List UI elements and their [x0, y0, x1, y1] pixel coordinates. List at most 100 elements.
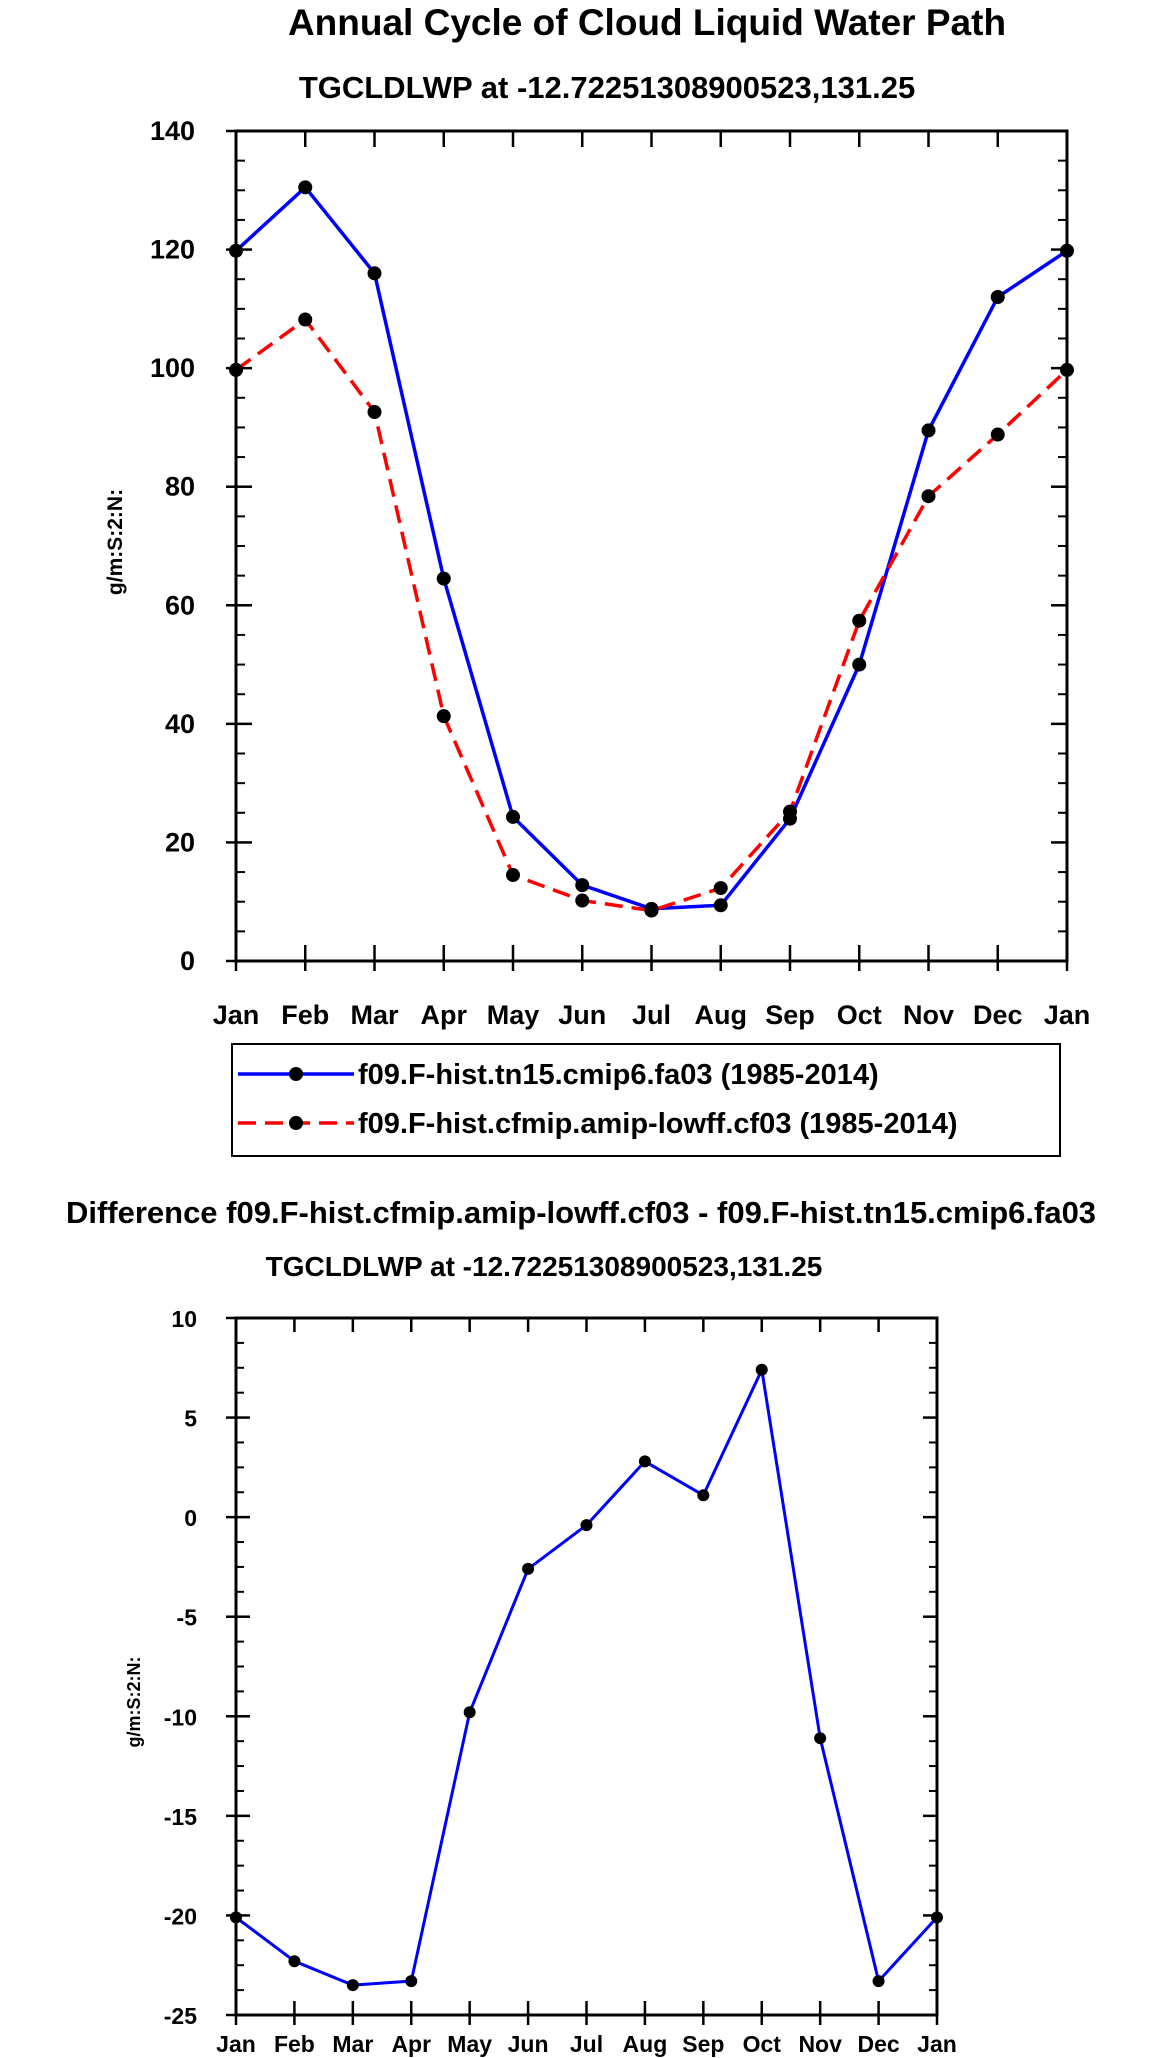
series-line-2	[234, 317, 1069, 913]
series-1-point	[814, 1732, 827, 1745]
series-2-point	[506, 868, 520, 883]
x-tick-label: Apr	[391, 2031, 431, 2057]
x-tick-label: Feb	[274, 2031, 315, 2057]
chart1-axes	[226, 129, 1069, 971]
chart2-series	[230, 1363, 943, 1992]
x-tick-label: Mar	[350, 1000, 399, 1030]
series-1-point	[405, 1975, 418, 1988]
x-tick-label: May	[487, 1000, 540, 1030]
y-tick-label: 100	[150, 353, 195, 383]
series-1-point	[436, 571, 451, 586]
series-2-point	[713, 881, 728, 896]
chart2-title: Difference f09.F-hist.cfmip.amip-lowff.c…	[66, 1195, 1096, 1230]
chart2-x-tick-labels: Jan Feb Mar Apr May Jun Jul Aug Sep Oct Nov Dec Jan	[216, 2031, 957, 2057]
x-tick-label: Apr	[421, 1000, 468, 1030]
x-tick-label: Dec	[857, 2031, 899, 2057]
x-tick-label: Nov	[903, 1000, 954, 1030]
series-2-point	[575, 893, 590, 908]
x-tick-label: Jan	[216, 2031, 256, 2057]
series-2-point	[229, 362, 243, 377]
series-1-point	[713, 898, 728, 913]
series-1-point	[346, 1979, 359, 1992]
x-tick-label: Sep	[765, 1000, 815, 1030]
series-1-point	[931, 1911, 943, 1924]
legend-entry-1: f09.F-hist.tn15.cmip6.fa03 (1985-2014)	[238, 1059, 879, 1091]
chart2-y-tick-labels: -25 -20 -15 -10 -5 0 5 10	[164, 1306, 197, 2029]
series-2-point	[298, 312, 313, 327]
x-tick-label: Jan	[917, 2031, 957, 2057]
series-2-point	[990, 427, 1005, 442]
chart2-y-axis-label: g/m:S:2:N:	[124, 1657, 144, 1748]
chart1-legend: f09.F-hist.tn15.cmip6.fa03 (1985-2014) f…	[231, 1043, 1061, 1157]
y-tick-label: -15	[164, 1804, 197, 1830]
chart-annual-cycle: Annual Cycle of Cloud Liquid Water Path …	[104, 2, 1091, 1157]
x-tick-label: Jan	[1044, 1000, 1091, 1030]
series-2-point	[367, 405, 382, 420]
x-tick-label: Sep	[682, 2031, 724, 2057]
x-tick-label: Jan	[213, 1000, 260, 1030]
series-1-point	[638, 1455, 651, 1468]
chart1-y-tick-labels: 0 20 40 60 80 100 120 140	[150, 116, 195, 976]
series-line-1	[235, 1368, 939, 1987]
series-2-point	[436, 709, 451, 724]
y-tick-label: -20	[164, 1903, 197, 1929]
chart1-title: Annual Cycle of Cloud Liquid Water Path	[288, 2, 1006, 43]
series-1-point	[1060, 243, 1074, 258]
legend-marker-2	[289, 1116, 303, 1130]
x-tick-label: Jul	[570, 2031, 603, 2057]
x-tick-label: Mar	[332, 2031, 373, 2057]
y-tick-label: 40	[165, 709, 195, 739]
x-tick-label: Oct	[743, 2031, 782, 2057]
series-1-point	[697, 1489, 710, 1502]
y-tick-label: 0	[180, 946, 195, 976]
x-tick-label: Dec	[973, 1000, 1023, 1030]
y-tick-label: -10	[164, 1704, 197, 1730]
series-1-point	[755, 1363, 768, 1376]
y-tick-label: 5	[184, 1406, 197, 1432]
y-tick-label: 120	[150, 235, 195, 265]
x-tick-label: Nov	[798, 2031, 842, 2057]
chart2-subtitle: TGCLDLWP at -12.72251308900523,131.25	[266, 1251, 823, 1282]
series-1-point	[990, 290, 1005, 304]
x-tick-label: Jun	[558, 1000, 606, 1030]
series-1-point	[852, 657, 867, 672]
chart1-x-tick-labels: Jan Feb Mar Apr May Jun Jul Aug Sep Oct Nov Dec Jan	[213, 1000, 1091, 1030]
series-2-point	[644, 903, 659, 918]
legend-label-2: f09.F-hist.cfmip.amip-lowff.cf03 (1985-2…	[358, 1108, 958, 1140]
y-tick-label: 0	[184, 1505, 197, 1531]
series-1-point	[575, 878, 590, 893]
series-2-point	[1060, 362, 1074, 377]
chart1-y-axis-label: g/m:S:2:N:	[104, 489, 127, 595]
series-2-point	[783, 804, 797, 819]
x-tick-label: Aug	[695, 1000, 747, 1030]
chart1-subtitle: TGCLDLWP at -12.72251308900523,131.25	[299, 70, 915, 105]
series-1-point	[580, 1519, 593, 1532]
series-1-point	[229, 243, 243, 258]
series-1-point	[921, 423, 936, 438]
chart-difference: Difference f09.F-hist.cfmip.amip-lowff.c…	[66, 1195, 1096, 2057]
x-tick-label: Feb	[281, 1000, 329, 1030]
chart2-axes	[226, 1316, 939, 2025]
series-1-point	[298, 180, 313, 195]
series-2-point	[852, 613, 867, 628]
x-tick-label: Jul	[632, 1000, 671, 1030]
series-line-1	[234, 185, 1068, 911]
series-1-point	[288, 1955, 301, 1968]
y-tick-label: 60	[165, 590, 195, 620]
series-1-point	[506, 809, 520, 824]
series-1-point	[463, 1706, 476, 1719]
chart1-series	[229, 180, 1074, 918]
x-tick-label: Jun	[508, 2031, 549, 2057]
y-tick-label: 80	[165, 472, 195, 502]
y-tick-label: -5	[177, 1605, 198, 1631]
x-tick-label: Oct	[837, 1000, 882, 1030]
y-tick-label: 20	[165, 827, 195, 857]
x-tick-label: Aug	[623, 2031, 668, 2057]
y-tick-label: 10	[171, 1306, 197, 1332]
series-1-point	[522, 1562, 535, 1575]
legend-marker-1	[289, 1067, 303, 1081]
series-1-point	[367, 266, 382, 281]
plot-frame	[234, 1316, 939, 2017]
series-2-point	[921, 489, 936, 504]
